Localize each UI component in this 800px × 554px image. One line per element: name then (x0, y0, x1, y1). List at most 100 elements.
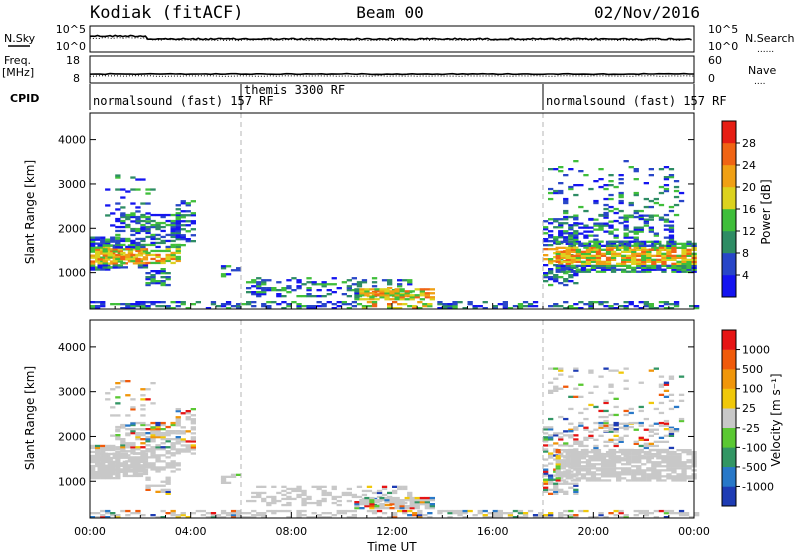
echo-cell (666, 475, 672, 478)
echo-cell (661, 465, 667, 468)
echo-cell (389, 290, 395, 293)
echo-cell (558, 236, 564, 239)
echo-cell (683, 512, 690, 515)
echo-cell (580, 268, 587, 271)
echo-cell (155, 227, 161, 231)
echo-cell (681, 270, 687, 273)
echo-cell (658, 244, 665, 247)
echo-cell (608, 180, 614, 183)
echo-cell (175, 301, 181, 304)
echo-cell (120, 221, 126, 225)
echo-cell (359, 507, 365, 510)
echo-cell (673, 512, 680, 515)
echo-cell (452, 303, 458, 306)
echo-cell (568, 395, 574, 398)
colorbar-tick-label: -25 (742, 422, 760, 435)
echo-cell (543, 226, 549, 229)
echo-cell (371, 509, 378, 513)
echo-cell (417, 509, 423, 513)
echo-cell (603, 430, 609, 433)
echo-cell (570, 256, 576, 259)
echo-cell (676, 475, 682, 478)
echo-cell (354, 288, 360, 291)
echo-cell (616, 459, 622, 462)
echo-cell (668, 407, 675, 411)
echo-cell (578, 395, 584, 398)
echo-cell (633, 428, 639, 431)
echo-cell (653, 432, 659, 435)
echo-cell (379, 288, 385, 291)
echo-cell (125, 470, 131, 473)
echo-cell (580, 469, 587, 472)
echo-cell (583, 234, 589, 237)
echo-cell (633, 242, 639, 245)
echo-cell (261, 281, 267, 284)
echo-cell (653, 197, 659, 201)
echo-cell (568, 514, 574, 517)
echo-cell (555, 266, 561, 269)
echo-cell (668, 205, 675, 209)
echo-cell (575, 465, 581, 468)
echo-cell (399, 505, 405, 508)
echo-cell (621, 477, 627, 480)
echo-cell (359, 501, 365, 504)
echo-cell (686, 260, 692, 263)
echo-cell (130, 229, 136, 233)
echo-cell (392, 485, 398, 488)
echo-cell (140, 458, 146, 461)
echo-cell (585, 252, 592, 255)
echo-cell (180, 301, 186, 304)
echo-cell (190, 418, 196, 421)
echo-cell (646, 455, 652, 458)
colorbar-swatch (722, 187, 736, 210)
echo-cell (132, 474, 139, 478)
echo-cell (588, 371, 594, 374)
echo-cell (341, 303, 347, 306)
echo-cell (120, 196, 126, 199)
echo-cell (482, 307, 488, 310)
echo-cell (651, 266, 657, 269)
echo-cell (125, 247, 131, 251)
freq-left-label: Freq. (4, 54, 31, 67)
echo-cell (623, 409, 629, 413)
echo-cell (676, 479, 682, 482)
echo-cell (517, 303, 524, 306)
echo-cell (130, 398, 136, 401)
echo-cell (517, 305, 524, 308)
echo-cell (548, 436, 554, 439)
echo-cell (663, 434, 670, 437)
echo-cell (477, 305, 483, 308)
echo-cell (150, 280, 156, 283)
echo-cell (331, 501, 337, 505)
echo-cell (190, 436, 196, 439)
echo-cell (140, 466, 146, 469)
echo-cell (97, 456, 103, 459)
echo-cell (663, 516, 670, 519)
echo-cell (160, 438, 166, 441)
echo-cell (321, 303, 327, 306)
echo-cell (424, 292, 430, 295)
echo-cell (568, 305, 574, 308)
echo-cell (225, 512, 232, 515)
echo-cell (548, 428, 554, 431)
echo-cell (666, 477, 672, 480)
echo-cell (638, 230, 644, 233)
echo-cell (663, 512, 670, 515)
echo-cell (573, 216, 579, 219)
echo-cell (311, 485, 317, 488)
echo-cell (125, 239, 131, 243)
echo-cell (389, 292, 395, 295)
echo-cell (447, 516, 453, 519)
echo-cell (543, 480, 549, 483)
echo-cell (155, 456, 161, 459)
echo-cell (399, 507, 405, 510)
echo-cell (621, 260, 627, 263)
echo-cell (626, 242, 632, 245)
echo-cell (105, 398, 111, 401)
echo-cell (170, 470, 176, 473)
echo-cell (678, 191, 685, 195)
echo-cell (384, 290, 390, 293)
echo-cell (316, 305, 322, 308)
echo-cell (417, 307, 423, 310)
echo-cell (623, 307, 629, 310)
